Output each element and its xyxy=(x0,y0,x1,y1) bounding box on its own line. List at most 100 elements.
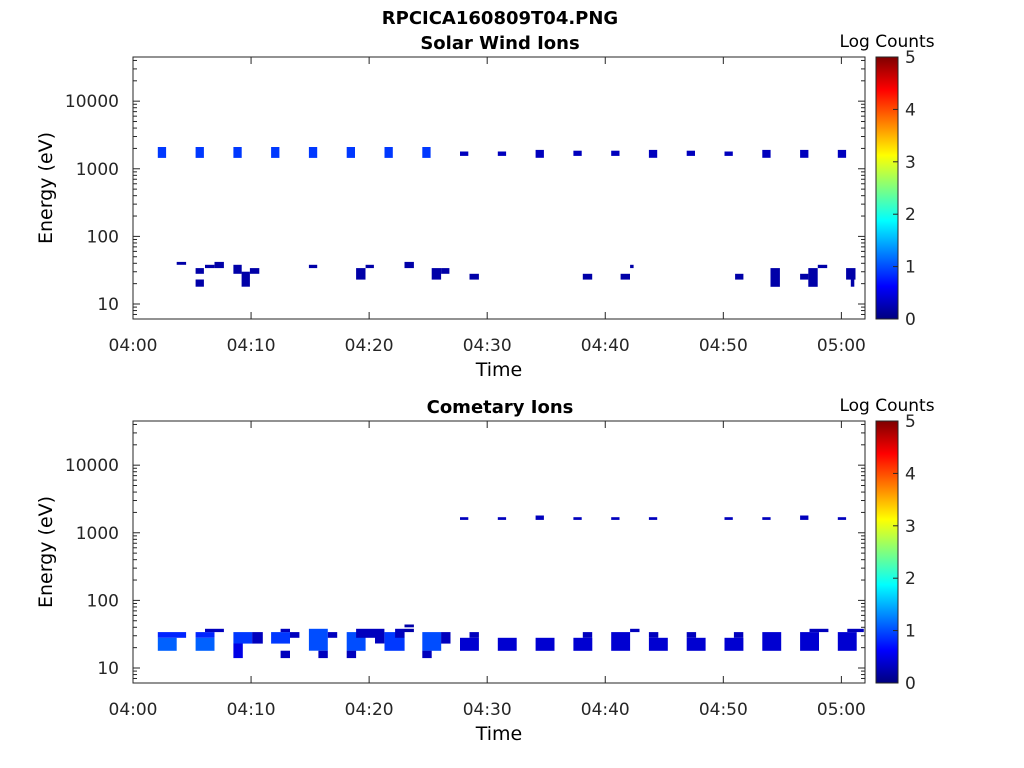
heatmap-cell xyxy=(195,279,204,287)
y-tick-label: 10 xyxy=(97,295,119,315)
x-tick-label: 04:50 xyxy=(699,336,748,356)
heatmap-cell xyxy=(233,632,253,644)
colorbar-tick-label: 0 xyxy=(905,674,916,694)
heatmap-cell xyxy=(469,273,479,280)
heatmap-cell xyxy=(395,628,405,638)
heatmap-cell xyxy=(611,632,631,651)
heatmap-cell xyxy=(460,517,469,520)
y-axis-label: Energy (eV) xyxy=(35,496,57,608)
heatmap-cell xyxy=(648,637,668,651)
heatmap-cell xyxy=(837,632,857,651)
panel-title: Cometary Ions xyxy=(427,397,574,418)
y-tick-label: 10000 xyxy=(65,92,119,112)
heatmap-cell xyxy=(846,268,856,280)
y-axis-ticks: 10 100 1000 10000 xyxy=(65,59,865,320)
heatmap-cell xyxy=(630,628,640,633)
heatmap-cell xyxy=(497,151,507,156)
y-axis-label: Energy (eV) xyxy=(35,132,57,244)
heatmap-cell xyxy=(762,149,771,158)
heatmap-cell xyxy=(441,632,451,644)
heatmap-cell xyxy=(157,147,167,158)
heatmap-cell xyxy=(800,632,819,651)
x-tick-label: 04:00 xyxy=(109,336,158,356)
heatmap-cell xyxy=(404,624,414,628)
heatmap-cell xyxy=(290,632,300,638)
heatmap-cell xyxy=(762,517,771,520)
x-tick-label: 05:00 xyxy=(817,336,866,356)
heatmap-cell xyxy=(620,273,630,280)
heatmap-cell xyxy=(195,637,215,651)
x-axis-ticks: 04:00 04:10 04:20 04:30 04:40 04:50 05:00 xyxy=(109,421,866,720)
heatmap-cell xyxy=(535,149,544,158)
figure-title: RPCICA160809T04.PNG xyxy=(382,8,618,29)
heatmap-cell xyxy=(233,264,242,274)
heatmap-cell xyxy=(535,515,544,520)
heatmap-cell xyxy=(375,628,385,644)
heatmap-cell xyxy=(157,637,177,651)
heatmap-cell xyxy=(280,628,290,633)
heatmap-cell xyxy=(195,147,204,158)
colorbar-label: Log Counts xyxy=(839,396,934,416)
x-tick-label: 04:40 xyxy=(581,336,630,356)
colorbar-tick-label: 0 xyxy=(905,310,916,330)
y-tick-label: 10000 xyxy=(65,456,119,476)
heatmap-cell xyxy=(308,264,318,269)
heatmap-cell xyxy=(809,628,829,633)
colorbar-tick-label: 4 xyxy=(905,464,916,484)
plot-area xyxy=(132,56,866,320)
heatmap-cell xyxy=(837,149,847,158)
x-axis-ticks: 04:00 04:10 04:20 04:30 04:40 04:50 05:00 xyxy=(109,57,866,356)
heatmap-cell xyxy=(195,268,204,274)
colorbar-tick-label: 2 xyxy=(905,205,916,225)
heatmap-cell xyxy=(573,150,582,156)
heatmap-cell xyxy=(346,650,357,659)
y-tick-label: 100 xyxy=(87,227,119,247)
heatmap-cell xyxy=(205,264,215,269)
heatmap-cell xyxy=(318,650,328,659)
heatmap-cell xyxy=(582,273,593,280)
heatmap-cell xyxy=(800,515,809,520)
heatmap-cell xyxy=(460,151,469,156)
colorbar-tick-label: 3 xyxy=(905,517,916,537)
cometary-panel: Cometary Ions 04:00 04:10 04:20 04:30 04:40 0… xyxy=(35,396,935,745)
heatmap-cell xyxy=(422,650,432,659)
heatmap-cell xyxy=(249,268,260,274)
heatmap-cell xyxy=(422,147,431,158)
x-tick-label: 04:20 xyxy=(345,700,394,720)
colorbar-gradient xyxy=(875,420,899,684)
colorbar-tick-label: 3 xyxy=(905,153,916,173)
heatmap-cell xyxy=(686,632,697,638)
heatmap-cell xyxy=(271,147,280,158)
heatmap-cell xyxy=(582,632,593,638)
heatmap-cells xyxy=(157,515,864,659)
heatmap-cell xyxy=(686,637,706,651)
heatmap-cell xyxy=(837,517,847,520)
heatmap-cell xyxy=(241,271,250,287)
colorbar-label: Log Counts xyxy=(839,32,934,52)
heatmap-cell xyxy=(308,628,328,651)
heatmap-cell xyxy=(233,147,242,158)
heatmap-cell xyxy=(800,273,809,280)
colorbar-tick-label: 5 xyxy=(905,412,916,432)
heatmap-cell xyxy=(724,151,733,156)
heatmap-cell xyxy=(497,637,517,651)
x-tick-label: 04:30 xyxy=(463,700,512,720)
heatmap-cell xyxy=(573,517,582,520)
x-tick-label: 04:20 xyxy=(345,336,394,356)
heatmap-cell xyxy=(800,149,809,158)
heatmap-cell xyxy=(630,264,634,269)
colorbar: 0 1 2 3 4 5 xyxy=(875,412,916,694)
heatmap-cell xyxy=(735,273,744,280)
x-tick-label: 04:30 xyxy=(463,336,512,356)
heatmap-cell xyxy=(327,632,338,638)
heatmap-cell xyxy=(195,632,215,638)
heatmap-cell xyxy=(733,632,744,638)
x-tick-label: 04:00 xyxy=(109,700,158,720)
x-axis-label: Time xyxy=(475,359,523,381)
heatmap-cell xyxy=(233,643,243,659)
colorbar-tick-label: 2 xyxy=(905,569,916,589)
heatmap-cell xyxy=(384,147,393,158)
colorbar-tick-label: 5 xyxy=(905,48,916,68)
heatmap-cell xyxy=(460,637,479,651)
